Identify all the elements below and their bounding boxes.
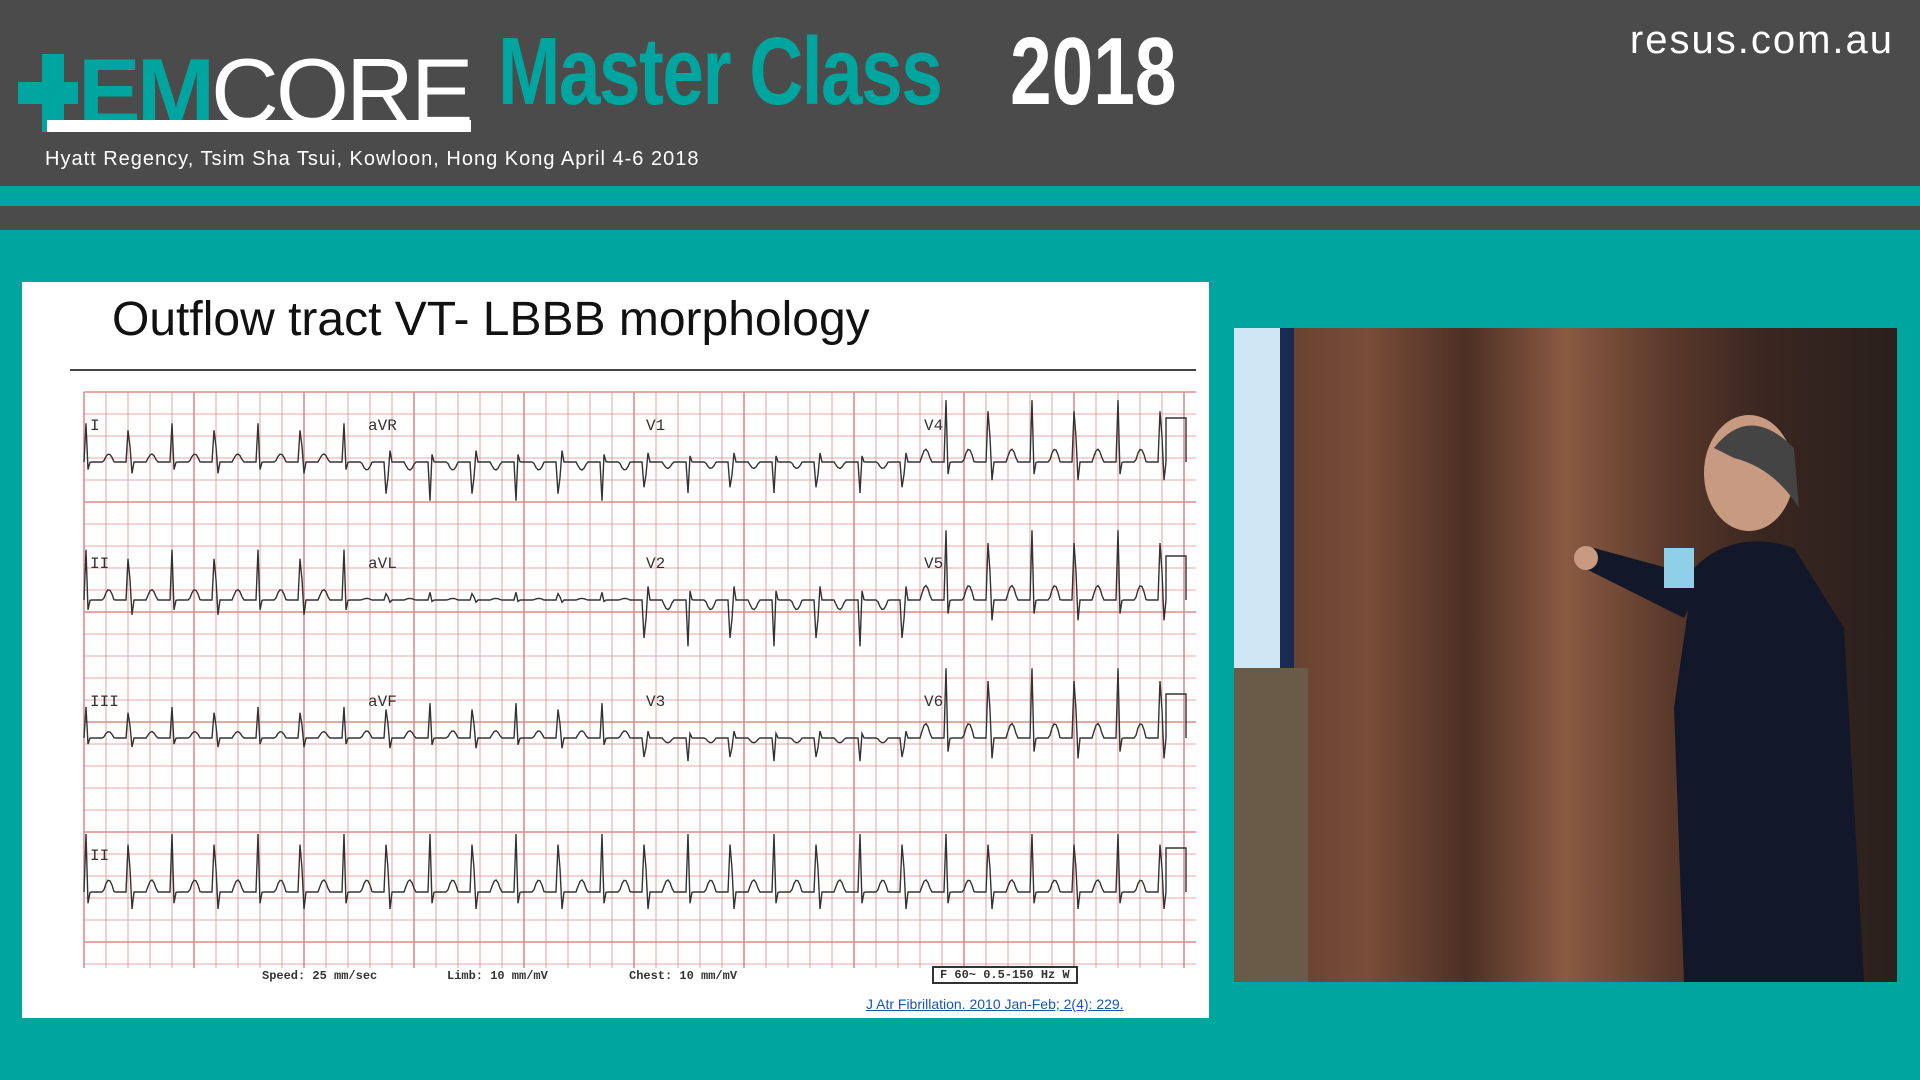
gray-band xyxy=(0,206,1920,230)
calibration-pulse xyxy=(1165,693,1187,738)
lead-label: aVR xyxy=(368,417,397,435)
lead-label: V1 xyxy=(646,417,665,435)
teal-stripe xyxy=(0,186,1920,206)
logo-underline xyxy=(47,120,471,132)
lead-label: V4 xyxy=(924,417,943,435)
lead-label: I xyxy=(90,417,100,435)
slide-title: Outflow tract VT- LBBB morphology xyxy=(112,293,870,346)
title-divider xyxy=(70,369,1196,371)
chest-label: Chest: 10 mm/mV xyxy=(629,969,738,983)
lead-label: aVL xyxy=(368,555,397,573)
lead-label: V6 xyxy=(924,693,943,711)
plus-icon xyxy=(18,54,78,132)
projector-screen xyxy=(1234,328,1294,668)
limb-label: Limb: 10 mm/mV xyxy=(447,969,548,983)
calibration-pulse xyxy=(1165,555,1187,600)
lead-label: V2 xyxy=(646,555,665,573)
website-text: resus.com.au xyxy=(1629,18,1894,62)
reference-link[interactable]: J Atr Fibrillation. 2010 Jan-Feb; 2(4): … xyxy=(866,996,1124,1012)
lead-label: III xyxy=(90,693,119,711)
filter-label: F 60~ 0.5-150 Hz W xyxy=(932,966,1078,984)
event-year: 2018 xyxy=(1010,18,1177,125)
ecg-trace-row-1 xyxy=(83,400,1167,501)
ecg-trace-row-4 xyxy=(83,833,1167,910)
emcore-logo: EM CORE xyxy=(18,22,474,139)
ecg-trace-row-3 xyxy=(83,668,1167,762)
lead-label: aVF xyxy=(368,693,397,711)
calibration-pulse xyxy=(1165,847,1187,892)
header-banner: EM CORE Master Class 2018 Hyatt Regency,… xyxy=(0,0,1920,186)
speed-label: Speed: 25 mm/sec xyxy=(262,969,378,983)
speaker-figure xyxy=(1574,415,1864,982)
lectern xyxy=(1234,668,1308,982)
lead-label: II xyxy=(90,847,109,865)
lead-label: V5 xyxy=(924,555,943,573)
venue-text: Hyatt Regency, Tsim Sha Tsui, Kowloon, H… xyxy=(45,148,700,170)
ecg-trace-row-2 xyxy=(83,530,1167,647)
lead-label: V3 xyxy=(646,693,665,711)
event-title: Master Class xyxy=(498,18,943,125)
calibration-pulse xyxy=(1165,417,1187,462)
lead-label: II xyxy=(90,555,109,573)
speaker-video xyxy=(1234,328,1897,982)
